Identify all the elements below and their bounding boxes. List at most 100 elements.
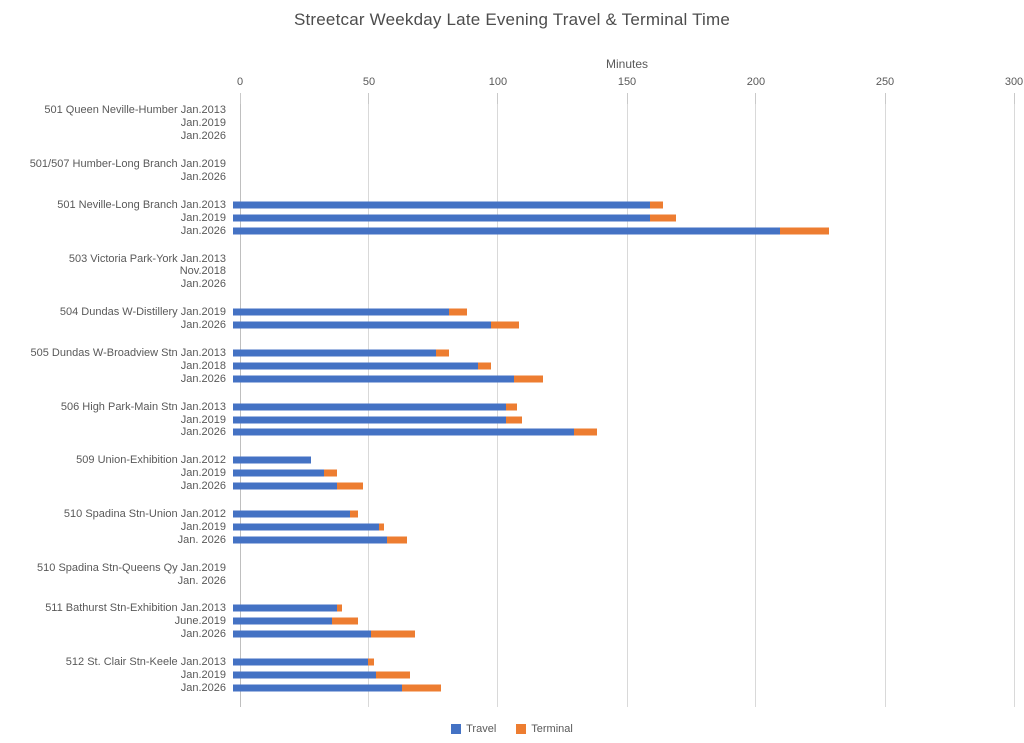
bars-track <box>233 656 1014 669</box>
category-label: Jan.2026 <box>180 426 226 439</box>
gridline <box>884 104 886 707</box>
category-label: Jan.2026 <box>180 319 226 332</box>
category-label: Jan.2019 <box>180 413 226 426</box>
terminal-swatch-icon <box>516 724 527 734</box>
x-tick-label: 150 <box>617 76 637 88</box>
terminal-bar-segment <box>386 536 408 544</box>
category-label: Jan.2026 <box>180 278 226 291</box>
bars-track <box>233 615 1014 628</box>
legend-label-travel: Travel <box>466 723 497 735</box>
category-label: Nov.2018 <box>179 265 226 278</box>
bar-row: Jan.2018 <box>0 359 1014 372</box>
bars-track <box>233 347 1014 360</box>
bars-track <box>233 359 1014 372</box>
travel-bar-segment <box>233 630 371 638</box>
travel-bar-segment <box>233 375 515 383</box>
terminal-bar-segment <box>514 375 543 383</box>
category-label: 506 High Park-Main Stn Jan.2013 <box>60 400 226 413</box>
category-label: Jan.2026 <box>180 480 226 493</box>
bar-row: 509 Union-Exhibition Jan.2012 <box>0 454 1014 467</box>
category-label: Jan.2026 <box>180 681 226 694</box>
bar-row: Jan.2026 <box>0 628 1014 641</box>
bar-row: Jan.2019 <box>0 467 1014 480</box>
travel-bar-segment <box>233 658 369 666</box>
terminal-bar-segment <box>779 227 830 235</box>
plot-area: 501 Queen Neville-Humber Jan.2013 Jan.201… <box>0 104 1014 694</box>
x-axis-tick-labels: 0 50 100 150 200 250 300 <box>236 76 1023 90</box>
x-tick-label: 100 <box>488 76 508 88</box>
terminal-bar-segment <box>350 510 358 518</box>
tick-mark <box>368 93 370 104</box>
legend: Travel Terminal <box>0 723 1024 735</box>
bar-row: 501/507 Humber-Long Branch Jan.2019 <box>0 158 1014 171</box>
tick-mark <box>239 93 241 104</box>
travel-bar-segment <box>233 214 650 222</box>
gridline <box>626 104 628 707</box>
bar-row: 506 High Park-Main Stn Jan.2013 <box>0 400 1014 413</box>
x-tick-label: 0 <box>236 76 244 88</box>
bars-track <box>233 224 1014 237</box>
category-label: 510 Spadina Stn-Union Jan.2012 <box>63 508 226 521</box>
terminal-bar-segment <box>477 362 491 370</box>
terminal-bar-segment <box>337 482 364 490</box>
terminal-bar-segment <box>449 308 468 316</box>
category-label: 511 Bathurst Stn-Exhibition Jan.2013 <box>45 602 226 615</box>
route-group: 510 Spadina Stn-Union Jan.2012 Jan.2019 Ja… <box>0 508 1014 547</box>
category-label: Jan.2026 <box>180 171 226 183</box>
category-label: Jan.2019 <box>180 669 226 682</box>
route-group: 510 Spadina Stn-Queens Qy Jan.2019 Jan. 2… <box>0 561 1014 587</box>
tick-mark <box>755 93 757 104</box>
bars-track <box>233 533 1014 546</box>
route-group: 512 St. Clair Stn-Keele Jan.2013 Jan.2019… <box>0 656 1014 695</box>
category-label: Jan. 2026 <box>177 574 226 587</box>
category-label: Jan.2019 <box>180 520 226 533</box>
bar-row: Jan.2026 <box>0 224 1014 237</box>
bars-track <box>233 117 1014 130</box>
bar-row: Jan.2026 <box>0 480 1014 493</box>
bars-track <box>233 278 1014 291</box>
bars-track <box>233 306 1014 319</box>
route-group: 503 Victoria Park-York Jan.2013 Nov.2018 J… <box>0 252 1014 291</box>
travel-bar-segment <box>233 469 325 477</box>
travel-bar-segment <box>233 536 387 544</box>
category-label: June.2019 <box>174 615 226 628</box>
terminal-bar-segment <box>376 671 410 679</box>
terminal-bar-segment <box>378 523 384 531</box>
terminal-bar-segment <box>436 349 450 357</box>
gridline <box>1013 104 1015 707</box>
travel-swatch-icon <box>451 724 462 734</box>
bars-track <box>233 628 1014 641</box>
bar-row: 501 Neville-Long Branch Jan.2013 <box>0 198 1014 211</box>
bars-track <box>233 198 1014 211</box>
bars-track <box>233 480 1014 493</box>
bars-track <box>233 574 1014 587</box>
category-label: Jan.2026 <box>180 372 226 385</box>
category-label: Jan.2018 <box>180 359 226 372</box>
category-label: 505 Dundas W-Broadview Stn Jan.2013 <box>30 347 226 360</box>
travel-bar-segment <box>233 201 650 209</box>
category-label: Jan. 2026 <box>177 533 226 546</box>
bars-track <box>233 467 1014 480</box>
bars-track <box>233 171 1014 184</box>
terminal-bar-segment <box>337 604 343 612</box>
category-label: Jan.2019 <box>180 117 226 130</box>
route-group: 501 Neville-Long Branch Jan.2013 Jan.2019… <box>0 198 1014 237</box>
bar-row: Jan.2026 <box>0 426 1014 439</box>
bar-row: Jan.2026 <box>0 278 1014 291</box>
bar-row: Jan.2026 <box>0 682 1014 695</box>
tick-mark <box>884 93 886 104</box>
bars-track <box>233 211 1014 224</box>
bars-track <box>233 520 1014 533</box>
travel-bar-segment <box>233 308 450 316</box>
bars-track <box>233 413 1014 426</box>
travel-bar-segment <box>233 617 332 625</box>
x-tick-label: 200 <box>746 76 766 88</box>
x-axis-title: Minutes <box>605 57 649 71</box>
legend-item-travel: Travel <box>451 723 496 735</box>
terminal-bar-segment <box>506 403 517 411</box>
bars-track <box>233 508 1014 521</box>
category-label: 509 Union-Exhibition Jan.2012 <box>76 454 226 467</box>
travel-bar-segment <box>233 523 379 531</box>
bar-row: Jan.2026 <box>0 171 1014 184</box>
